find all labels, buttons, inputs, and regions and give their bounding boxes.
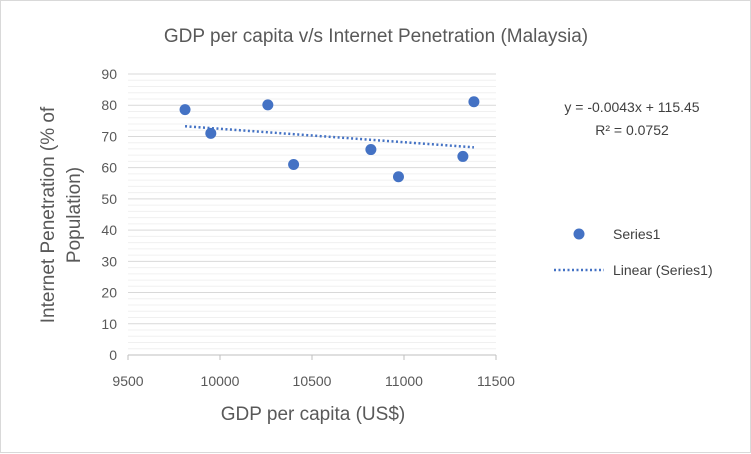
major-gridlines — [128, 73, 496, 325]
x-axis — [127, 354, 497, 360]
data-points — [179, 96, 480, 183]
data-point — [365, 144, 377, 156]
x-tick-label: 9500 — [112, 373, 143, 389]
data-point — [262, 99, 274, 111]
legend: Series1 Linear (Series1) — [554, 226, 713, 278]
data-point — [288, 159, 300, 171]
data-point — [205, 127, 217, 139]
x-tick-label: 10500 — [293, 373, 332, 389]
data-point — [457, 150, 469, 162]
x-axis-title: GDP per capita (US$) — [221, 404, 405, 425]
trendline-r-squared: R² = 0.0752 — [595, 122, 669, 138]
y-tick-label: 70 — [101, 128, 117, 144]
minor-gridlines — [128, 79, 496, 350]
data-point — [179, 104, 191, 116]
y-axis-ticks: 0 10 20 30 40 50 60 70 80 90 — [101, 66, 117, 363]
y-tick-label: 10 — [101, 316, 117, 332]
y-tick-label: 80 — [101, 97, 117, 113]
y-tick-label: 0 — [109, 347, 117, 363]
data-point — [468, 96, 480, 108]
y-axis-title-line-2: Population) — [64, 167, 85, 263]
y-axis-title: Internet Penetration (% of Population) — [38, 106, 85, 323]
trendline-layer — [184, 124, 475, 149]
data-point — [392, 171, 404, 183]
trendline-equation: y = -0.0043x + 115.45 — [564, 99, 699, 115]
x-tick-label: 11000 — [385, 373, 423, 389]
y-tick-label: 40 — [101, 222, 117, 238]
y-tick-label: 90 — [101, 66, 117, 82]
x-tick-label: 10000 — [201, 373, 240, 389]
legend-series-label: Series1 — [613, 226, 661, 242]
x-tick-label: 11500 — [477, 373, 515, 389]
x-axis-ticks: 9500 10000 10500 11000 11500 — [112, 373, 515, 389]
y-axis-title-line-1: Internet Penetration (% of — [38, 106, 59, 323]
y-tick-label: 20 — [101, 285, 117, 301]
legend-trendline-label: Linear (Series1) — [613, 262, 713, 278]
y-tick-label: 30 — [101, 253, 117, 269]
trendline — [184, 124, 475, 149]
chart-title: GDP per capita v/s Internet Penetration … — [164, 26, 588, 47]
legend-series-marker — [573, 228, 585, 240]
y-tick-label: 60 — [101, 160, 117, 176]
y-tick-label: 50 — [101, 191, 117, 207]
